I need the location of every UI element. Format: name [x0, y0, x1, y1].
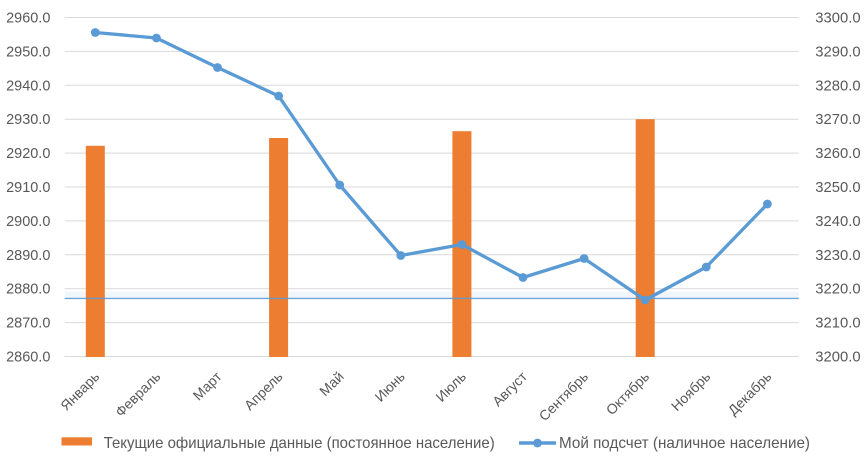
svg-text:2910.0: 2910.0 [6, 179, 50, 196]
svg-text:3220.0: 3220.0 [815, 281, 860, 298]
svg-text:3260.0: 3260.0 [815, 145, 860, 162]
svg-text:3250.0: 3250.0 [815, 179, 860, 196]
svg-text:2930.0: 2930.0 [6, 111, 50, 128]
svg-text:3230.0: 3230.0 [815, 247, 860, 264]
svg-text:2890.0: 2890.0 [6, 247, 50, 264]
svg-text:2920.0: 2920.0 [6, 145, 50, 162]
svg-text:3280.0: 3280.0 [815, 77, 860, 94]
svg-text:3210.0: 3210.0 [815, 315, 860, 332]
svg-text:2870.0: 2870.0 [6, 315, 50, 332]
svg-text:2880.0: 2880.0 [6, 281, 50, 298]
svg-text:2900.0: 2900.0 [6, 213, 50, 230]
svg-text:2950.0: 2950.0 [6, 43, 50, 60]
svg-text:2860.0: 2860.0 [6, 349, 50, 366]
svg-text:2940.0: 2940.0 [6, 77, 50, 94]
svg-text:3300.0: 3300.0 [815, 10, 860, 27]
svg-text:3290.0: 3290.0 [815, 43, 860, 60]
svg-text:2960.0: 2960.0 [6, 10, 50, 27]
svg-text:3200.0: 3200.0 [815, 349, 860, 366]
svg-text:Текущие официальные данные (по: Текущие официальные данные (постоянное н… [104, 435, 495, 452]
svg-text:3240.0: 3240.0 [815, 213, 860, 230]
svg-text:Мой подсчет (наличное населени: Мой подсчет (наличное население) [559, 435, 810, 452]
svg-text:3270.0: 3270.0 [815, 111, 860, 128]
